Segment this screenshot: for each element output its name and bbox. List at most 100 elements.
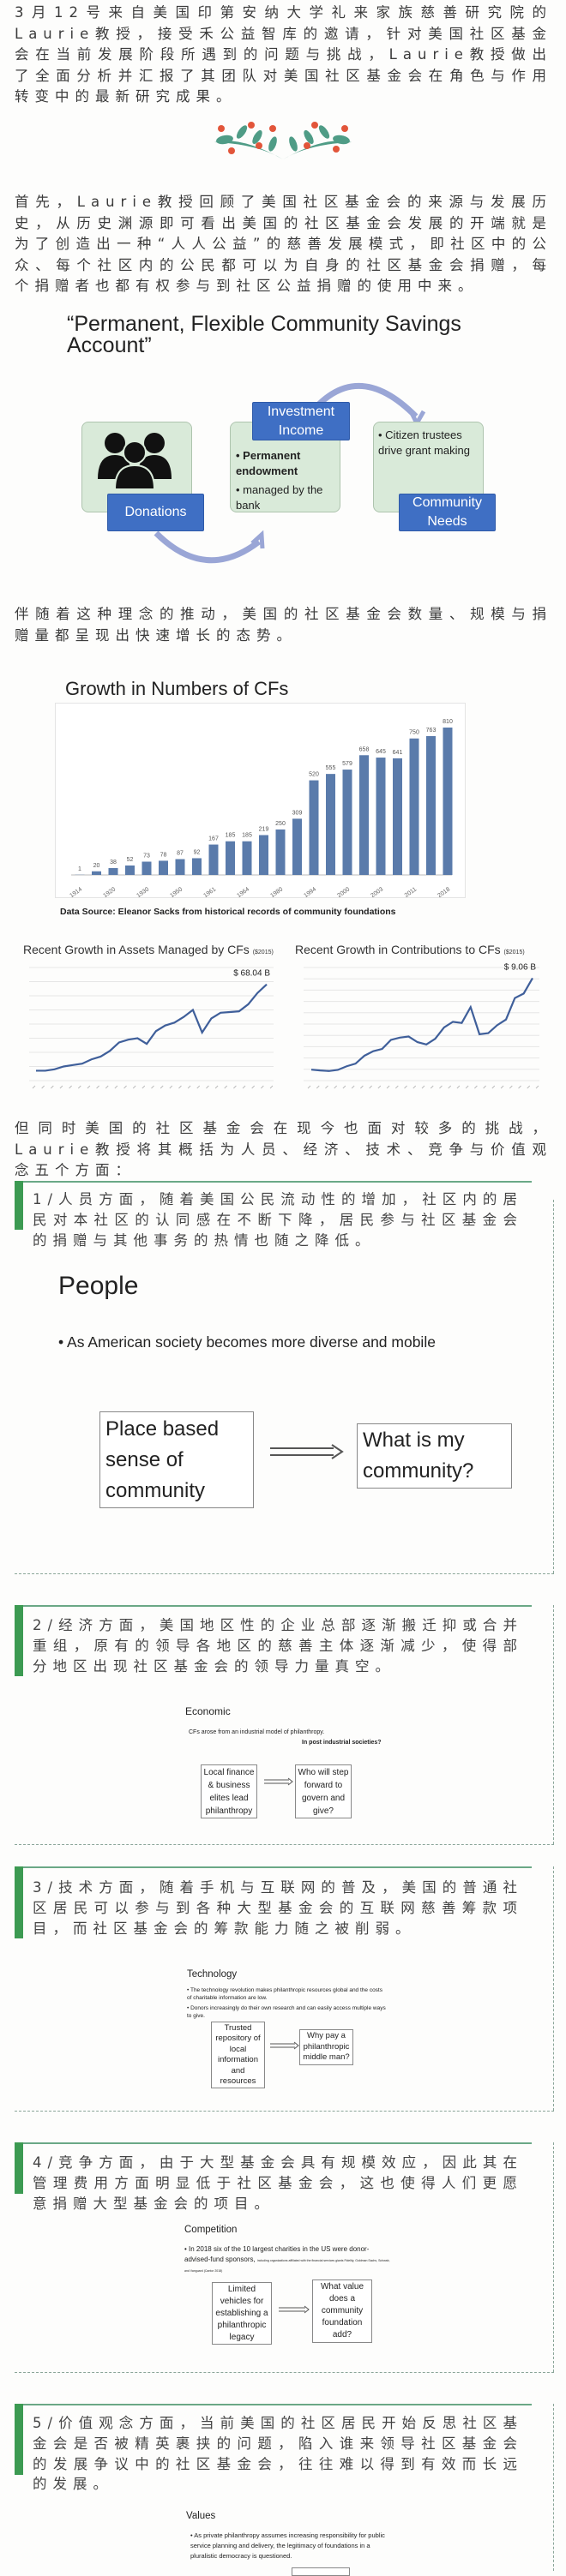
x-tick	[519, 1086, 521, 1088]
values-bullet: As private philanthropy assumes increasi…	[190, 2531, 385, 2560]
people-slide-title: People	[58, 1272, 138, 1301]
floral-divider-icon	[206, 118, 360, 161]
x-tick	[343, 1086, 346, 1088]
x-tick	[215, 1086, 218, 1088]
bar-value-label: 78	[160, 852, 167, 858]
x-tick	[360, 1086, 363, 1088]
section-5-accent-bar	[15, 2404, 23, 2475]
x-tick	[509, 1086, 512, 1088]
x-tick	[33, 1086, 35, 1088]
x-tick	[370, 1086, 372, 1088]
x-tick	[474, 1086, 477, 1088]
bar	[393, 758, 402, 875]
bar	[410, 739, 419, 875]
x-tick	[325, 1086, 328, 1088]
bar-value-label: 185	[226, 833, 236, 839]
bar-chart-title: Growth in Numbers of CFs	[65, 678, 288, 700]
place-based-box: Place based sense of community	[99, 1411, 254, 1508]
x-tick	[115, 1086, 117, 1088]
section-3-border	[553, 1866, 554, 2111]
bar	[209, 845, 219, 875]
managed-bullet: managed by the bank	[236, 483, 322, 512]
x-tick	[334, 1086, 337, 1088]
x-tick	[78, 1086, 81, 1088]
x-tick	[87, 1086, 90, 1088]
bar	[142, 861, 152, 875]
limited-vehicles-box: Limited vehicles for establishing a phil…	[212, 2282, 272, 2345]
economic-slide-title: Economic	[185, 1705, 231, 1717]
assets-chart-title: Recent Growth in Assets Managed by CFs (…	[23, 943, 274, 956]
x-tick	[233, 1086, 236, 1088]
x-tick	[352, 1086, 354, 1088]
bar-value-label: 555	[326, 765, 336, 771]
technology-bullet-1: The technology revolution makes philanth…	[187, 1987, 382, 2001]
bar	[276, 830, 286, 875]
bar-value-label: 309	[292, 810, 303, 816]
bar	[426, 736, 436, 875]
x-tick	[527, 1086, 530, 1088]
x-tick-label: 2018	[437, 886, 451, 898]
x-tick-label: 1994	[303, 886, 317, 898]
bar-value-label: 750	[409, 730, 419, 736]
donations-label: Donations	[107, 494, 204, 531]
x-tick	[308, 1086, 310, 1088]
x-tick	[422, 1086, 424, 1088]
bar-value-label: 38	[110, 860, 117, 866]
x-tick	[395, 1086, 398, 1088]
double-arrow-icon	[269, 2041, 300, 2050]
bar-value-label: 579	[342, 761, 352, 767]
x-tick	[97, 1086, 99, 1088]
x-tick	[69, 1086, 72, 1088]
bar-value-label: 810	[443, 719, 453, 725]
bar-value-label: 167	[208, 836, 219, 842]
x-tick	[225, 1086, 227, 1088]
section-3-bottom-border	[15, 2111, 554, 2112]
x-tick	[152, 1086, 154, 1088]
intro-paragraph: 3月12号来自美国印第安纳大学礼来家族慈善研究院的Laurie教授，接受禾公益智…	[15, 3, 552, 108]
bar-value-label: 52	[127, 857, 134, 863]
x-tick	[197, 1086, 200, 1088]
double-arrow-icon	[278, 2305, 310, 2314]
section-3-top-rule	[15, 1866, 532, 1868]
x-tick	[124, 1086, 127, 1088]
bar-value-label: 92	[194, 849, 201, 855]
end-value-label: $ 9.06 B	[504, 962, 537, 972]
bar-value-label: 1	[78, 866, 81, 872]
x-tick	[316, 1086, 319, 1088]
section-1-border	[553, 1200, 554, 1573]
section-2-text: 2/经济方面，美国地区性的企业总部逐渐搬迁抑或合并重组，原有的领导各地区的慈善主…	[33, 1615, 523, 1676]
x-tick-label: 1961	[202, 886, 217, 898]
bar-value-label: 20	[93, 863, 100, 869]
what-value-box: What value does a community foundation a…	[312, 2279, 372, 2343]
x-tick-label: 1964	[236, 886, 250, 898]
x-tick	[170, 1086, 172, 1088]
x-tick	[243, 1086, 245, 1088]
bar-value-label: 658	[359, 746, 370, 752]
values-box	[292, 2567, 350, 2576]
bar	[92, 872, 101, 875]
bar	[125, 866, 135, 875]
x-tick	[206, 1086, 208, 1088]
x-tick	[413, 1086, 416, 1088]
section-4-text: 4/竞争方面，由于大型基金会具有规模效应，因此其在管理费用方面明显低于社区基金会…	[33, 2153, 523, 2214]
section-2-accent-bar	[15, 1605, 23, 1676]
x-tick	[536, 1086, 539, 1088]
section-1-accent-bar	[15, 1181, 23, 1230]
bar	[292, 818, 302, 875]
x-tick	[405, 1086, 407, 1088]
double-arrow-icon	[268, 1443, 344, 1460]
contributions-line-chart: $ 9.06 B	[292, 960, 545, 1097]
x-tick-label: 1930	[135, 886, 150, 898]
x-tick-label: 1950	[169, 886, 184, 898]
x-tick	[252, 1086, 255, 1088]
challenges-paragraph: 但同时美国的社区基金会在现今也面对较多的挑战，Laurie教授将其概括为人员、经…	[15, 1118, 552, 1182]
economic-line-2: In post industrial societies?	[302, 1740, 382, 1746]
assets-line-chart: $ 68.04 B	[17, 960, 274, 1097]
bar	[159, 860, 168, 875]
endowment-bullet: Permanent endowment	[236, 449, 300, 477]
x-tick	[449, 1086, 451, 1088]
bar	[359, 755, 369, 875]
bar-value-label: 87	[177, 851, 184, 857]
community-needs-label: Community Needs	[399, 494, 496, 531]
